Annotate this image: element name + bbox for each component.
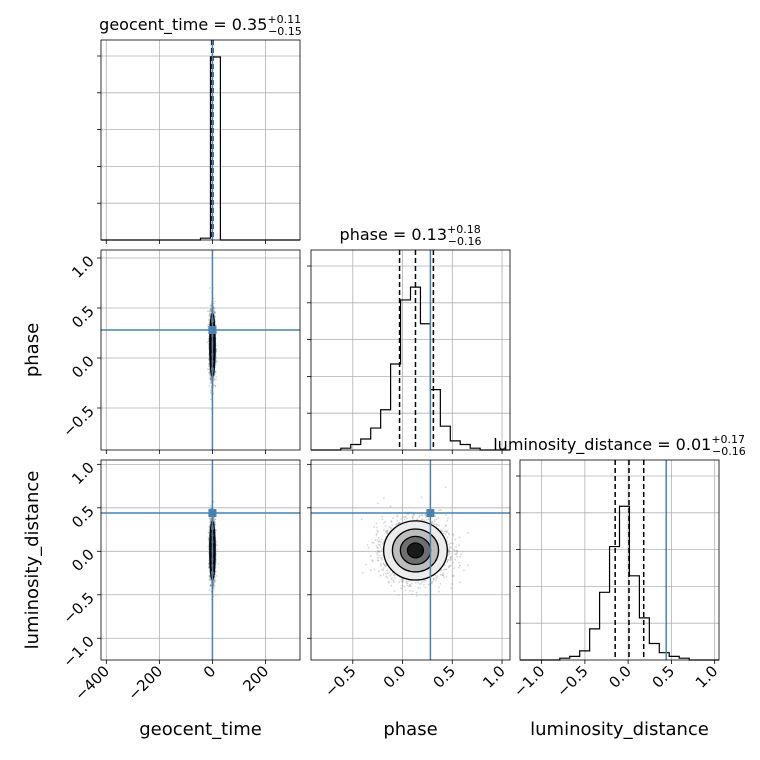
panel-title-luminosity_distance: luminosity_distance = 0.01+0.17 −0.16 bbox=[493, 433, 746, 458]
xtick-label-luminosity_distance-2: 0.0 bbox=[605, 662, 635, 692]
histogram-luminosity_distance bbox=[520, 505, 719, 661]
panel-title-phase: phase = 0.13+0.18 −0.16 bbox=[340, 223, 482, 248]
x-axis-label-phase: phase bbox=[383, 719, 437, 740]
panel-2-1-frame bbox=[310, 459, 511, 661]
ytick-label-luminosity_distance-1: −0.5 bbox=[59, 589, 97, 627]
title-minus-phase: −0.16 bbox=[448, 235, 482, 248]
xtick-label-luminosity_distance-4: 1.0 bbox=[692, 662, 722, 692]
title-minus-geocent_time: −0.15 bbox=[268, 25, 302, 38]
xtick-label-phase-0: −0.5 bbox=[321, 662, 359, 700]
histogram-phase bbox=[311, 286, 510, 451]
truth-marker-geocent_time-phase bbox=[208, 326, 217, 334]
xtick-label-phase-1: 0.0 bbox=[380, 662, 410, 692]
panel-1-0-frame bbox=[100, 249, 301, 451]
histogram-geocent_time bbox=[101, 56, 300, 241]
ytick-label-luminosity_distance-2: 0.0 bbox=[68, 545, 98, 575]
ytick-label-luminosity_distance-0: −1.0 bbox=[59, 632, 97, 670]
x-axis-label-luminosity_distance: luminosity_distance bbox=[530, 719, 709, 740]
xtick-label-luminosity_distance-3: 0.5 bbox=[649, 662, 679, 692]
frames-layer bbox=[97, 39, 720, 664]
ytick-label-phase-3: 1.0 bbox=[68, 252, 98, 282]
xtick-label-phase-2: 0.5 bbox=[430, 662, 460, 692]
panel-2-0-frame bbox=[100, 459, 301, 661]
xtick-label-phase-3: 1.0 bbox=[479, 662, 509, 692]
truth-marker-geocent_time-luminosity_distance bbox=[208, 509, 217, 518]
density-layer bbox=[209, 312, 448, 581]
ytick-label-phase-2: 0.5 bbox=[68, 302, 98, 332]
title-plus-geocent_time: +0.11 bbox=[267, 13, 301, 26]
xtick-label-geocent_time-1: −200 bbox=[124, 662, 166, 704]
panel-2-2-frame bbox=[519, 459, 720, 661]
ytick-label-phase-1: 0.0 bbox=[68, 352, 98, 382]
xtick-label-geocent_time-2: 0 bbox=[200, 662, 219, 681]
y-axis-label-luminosity_distance: luminosity_distance bbox=[22, 471, 43, 650]
truth-marker-phase-luminosity_distance bbox=[426, 509, 435, 518]
ytick-label-luminosity_distance-4: 1.0 bbox=[68, 458, 98, 488]
xtick-label-geocent_time-0: −400 bbox=[71, 662, 113, 704]
panel-1-1-frame bbox=[310, 249, 511, 451]
title-minus-luminosity_distance: −0.16 bbox=[712, 445, 746, 458]
panel-0-0-frame bbox=[100, 39, 301, 241]
ytick-label-phase-0: −0.5 bbox=[59, 402, 97, 440]
title-median-geocent_time: geocent_time = 0.35 bbox=[99, 15, 267, 35]
title-median-luminosity_distance: luminosity_distance = 0.01 bbox=[493, 435, 711, 455]
title-plus-phase: +0.18 bbox=[447, 223, 481, 236]
y-axis-label-phase: phase bbox=[22, 323, 43, 377]
x-axis-label-geocent_time: geocent_time bbox=[139, 719, 262, 740]
xtick-label-luminosity_distance-0: −1.0 bbox=[510, 662, 548, 700]
panel-title-geocent_time: geocent_time = 0.35+0.11 −0.15 bbox=[99, 13, 302, 38]
title-plus-luminosity_distance: +0.17 bbox=[711, 433, 745, 446]
density-contour-phase-luminosity_distance-3 bbox=[406, 542, 425, 559]
ytick-label-luminosity_distance-3: 0.5 bbox=[68, 502, 98, 532]
xtick-label-geocent_time-3: 200 bbox=[239, 662, 272, 695]
title-median-phase: phase = 0.13 bbox=[340, 225, 447, 244]
xtick-label-luminosity_distance-1: −0.5 bbox=[553, 662, 591, 700]
